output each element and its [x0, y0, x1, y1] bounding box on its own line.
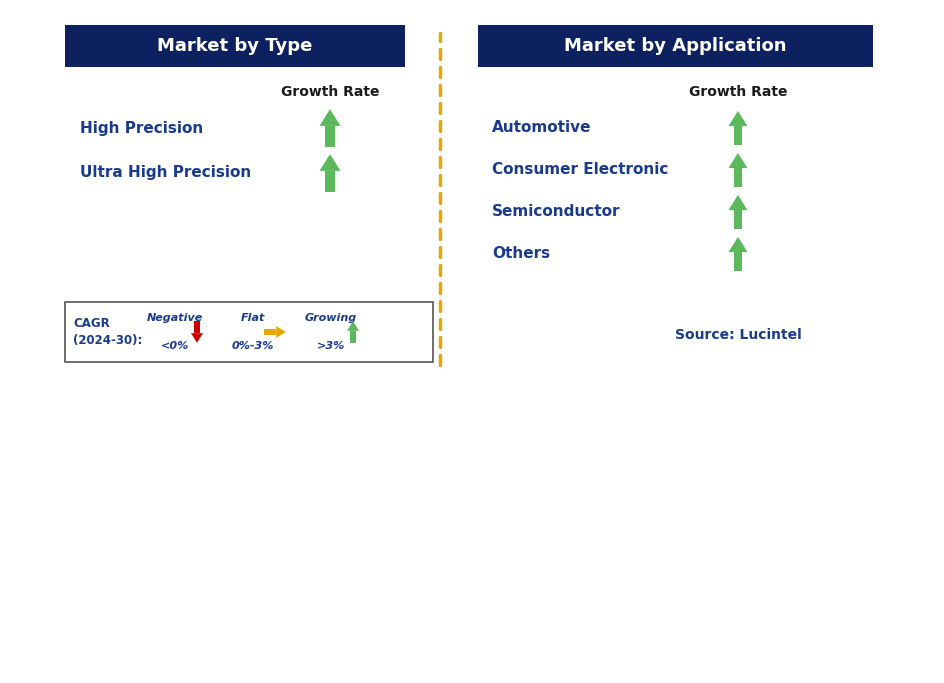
Text: Growth Rate: Growth Rate	[280, 85, 379, 99]
Text: <0%: <0%	[160, 341, 189, 351]
Polygon shape	[264, 329, 276, 335]
Polygon shape	[325, 171, 334, 192]
Polygon shape	[319, 154, 340, 171]
Polygon shape	[728, 195, 747, 210]
Polygon shape	[194, 321, 199, 333]
Text: Others: Others	[492, 247, 549, 262]
Text: Automotive: Automotive	[492, 120, 591, 135]
Polygon shape	[733, 168, 741, 187]
Text: Consumer Electronic: Consumer Electronic	[492, 163, 667, 178]
Polygon shape	[350, 331, 355, 343]
Text: CAGR
(2024-30):: CAGR (2024-30):	[73, 317, 143, 347]
Text: Flat: Flat	[241, 313, 265, 323]
Polygon shape	[733, 210, 741, 229]
FancyBboxPatch shape	[65, 25, 405, 67]
Text: Market by Type: Market by Type	[157, 37, 312, 55]
Text: Ultra High Precision: Ultra High Precision	[80, 165, 251, 180]
Text: High Precision: High Precision	[80, 120, 203, 135]
Text: Semiconductor: Semiconductor	[492, 204, 620, 219]
Polygon shape	[191, 333, 203, 343]
Text: >3%: >3%	[316, 341, 345, 351]
Text: Growth Rate: Growth Rate	[688, 85, 786, 99]
Polygon shape	[276, 326, 285, 338]
Text: Market by Application: Market by Application	[564, 37, 786, 55]
FancyBboxPatch shape	[478, 25, 872, 67]
Polygon shape	[733, 126, 741, 145]
FancyBboxPatch shape	[65, 302, 432, 362]
Polygon shape	[346, 321, 359, 331]
Text: Source: Lucintel: Source: Lucintel	[674, 328, 801, 342]
Polygon shape	[733, 252, 741, 271]
Polygon shape	[728, 111, 747, 126]
Text: Growing: Growing	[305, 313, 357, 323]
Polygon shape	[728, 237, 747, 252]
Polygon shape	[319, 109, 340, 126]
Polygon shape	[325, 126, 334, 147]
Text: Negative: Negative	[146, 313, 203, 323]
Polygon shape	[728, 153, 747, 168]
Text: 0%-3%: 0%-3%	[231, 341, 274, 351]
